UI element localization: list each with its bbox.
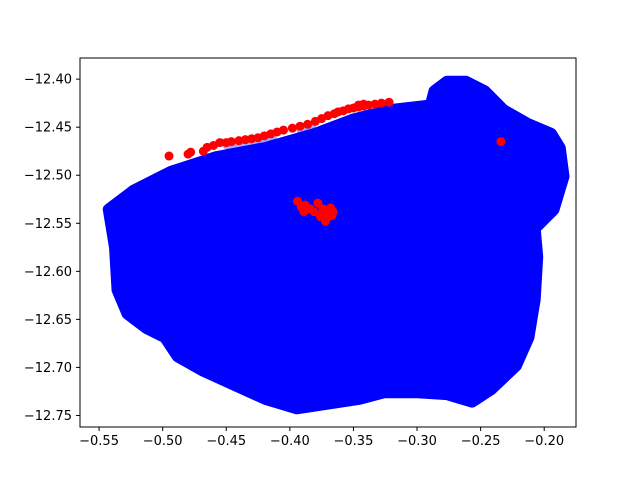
y-tick-label: −12.60 bbox=[24, 265, 72, 280]
red-point bbox=[359, 99, 369, 109]
y-tick-label: −12.65 bbox=[24, 313, 72, 328]
red-point bbox=[384, 97, 394, 107]
red-point bbox=[226, 137, 236, 147]
red-point bbox=[215, 138, 225, 148]
y-tick-label: −12.40 bbox=[24, 73, 72, 88]
y-tick-label: −12.45 bbox=[24, 121, 72, 136]
red-point bbox=[287, 123, 297, 133]
red-point bbox=[309, 207, 319, 217]
red-point bbox=[186, 147, 196, 157]
red-point bbox=[278, 125, 288, 135]
x-tick-label: −0.35 bbox=[334, 434, 374, 449]
y-tick-label: −12.75 bbox=[24, 409, 72, 424]
y-axis: −12.40 −12.45 −12.50 −12.55 −12.60 −12.65 −12.… bbox=[24, 73, 80, 424]
plot-frame bbox=[79, 57, 577, 428]
red-point bbox=[327, 211, 337, 221]
x-tick-label: −0.25 bbox=[461, 434, 501, 449]
x-tick-label: −0.55 bbox=[79, 434, 119, 449]
blue-points bbox=[102, 75, 570, 415]
red-point bbox=[317, 209, 327, 219]
red-point bbox=[303, 119, 313, 129]
x-tick-label: −0.45 bbox=[206, 434, 246, 449]
red-point bbox=[299, 207, 309, 217]
red-point bbox=[313, 198, 323, 208]
red-point bbox=[295, 121, 305, 131]
data-layer bbox=[102, 75, 570, 415]
red-point bbox=[496, 137, 506, 147]
x-tick-label: −0.30 bbox=[397, 434, 437, 449]
x-tick-label: −0.50 bbox=[143, 434, 183, 449]
x-tick-label: −0.20 bbox=[524, 434, 564, 449]
y-tick-label: −12.70 bbox=[24, 361, 72, 376]
red-point bbox=[376, 98, 386, 108]
y-tick-label: −12.55 bbox=[24, 217, 72, 232]
x-tick-label: −0.40 bbox=[270, 434, 310, 449]
red-point bbox=[164, 151, 174, 161]
x-axis: −0.55 −0.50 −0.45 −0.40 −0.35 −0.30 −0.25 −0.20 bbox=[79, 427, 564, 449]
y-tick-label: −12.50 bbox=[24, 169, 72, 184]
